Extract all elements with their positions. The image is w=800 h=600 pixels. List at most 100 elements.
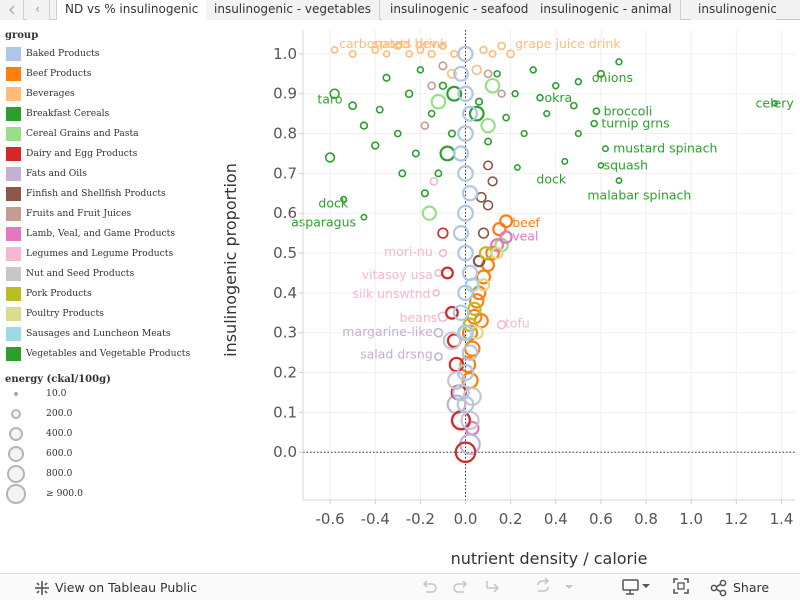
data-point[interactable] — [434, 268, 443, 278]
data-point[interactable] — [446, 85, 463, 102]
data-point[interactable] — [330, 46, 339, 54]
data-point[interactable] — [497, 89, 506, 98]
data-point[interactable] — [439, 145, 456, 162]
data-point[interactable] — [492, 221, 507, 237]
data-point[interactable] — [427, 81, 437, 91]
revert-button[interactable] — [482, 576, 504, 600]
data-point[interactable] — [536, 93, 544, 102]
data-point[interactable] — [477, 227, 490, 239]
data-point[interactable] — [511, 90, 519, 98]
data-point[interactable] — [615, 177, 623, 184]
data-point[interactable] — [543, 110, 551, 118]
data-point[interactable] — [420, 189, 429, 198]
data-point[interactable] — [434, 352, 443, 361]
data-point[interactable] — [569, 101, 578, 110]
redo-button[interactable] — [450, 576, 472, 600]
data-point[interactable] — [432, 289, 440, 297]
data-point[interactable] — [490, 238, 505, 253]
data-point[interactable] — [454, 441, 477, 464]
tab-4[interactable]: insulinogenic - dairy — [690, 0, 776, 20]
data-point[interactable] — [457, 165, 474, 182]
data-point[interactable] — [487, 176, 498, 187]
data-point[interactable] — [348, 49, 357, 58]
tab-2[interactable]: insulinogenic - seafood — [382, 0, 538, 20]
data-point[interactable] — [453, 65, 469, 82]
data-point[interactable] — [493, 70, 501, 78]
data-point[interactable] — [405, 50, 413, 58]
data-point[interactable] — [561, 157, 569, 165]
data-point[interactable] — [457, 324, 474, 342]
data-point[interactable] — [382, 73, 391, 82]
legend-item[interactable]: Vegetables and Vegetable Products — [5, 345, 195, 361]
data-point[interactable] — [447, 129, 457, 138]
legend-item[interactable]: Legumes and Legume Products — [5, 245, 195, 261]
data-point[interactable] — [457, 45, 474, 62]
data-point[interactable] — [457, 204, 474, 222]
data-point[interactable] — [348, 101, 358, 111]
tab-scroll-prev-button[interactable]: ‹ — [26, 0, 50, 20]
legend-item[interactable]: Baked Products — [5, 45, 195, 61]
data-point[interactable] — [506, 49, 516, 59]
data-point[interactable] — [427, 49, 436, 59]
data-point[interactable] — [438, 248, 448, 258]
data-point[interactable] — [459, 356, 477, 374]
legend-item[interactable]: Nut and Seed Products — [5, 265, 195, 281]
data-point[interactable] — [479, 45, 488, 55]
data-point[interactable] — [398, 169, 407, 178]
data-point[interactable] — [529, 66, 537, 74]
data-point[interactable] — [592, 107, 601, 116]
data-point[interactable] — [371, 45, 380, 54]
data-point[interactable] — [771, 99, 779, 107]
fullscreen-button[interactable] — [670, 576, 692, 600]
data-point[interactable] — [438, 81, 448, 90]
data-point[interactable] — [452, 383, 470, 402]
data-point[interactable] — [457, 284, 474, 302]
legend-item[interactable]: Fats and Oils — [5, 165, 195, 181]
data-point[interactable] — [411, 149, 420, 158]
data-point[interactable] — [421, 205, 438, 221]
data-point[interactable] — [433, 327, 444, 338]
tab-3[interactable]: insulinogenic - animal — [532, 0, 681, 20]
data-point[interactable] — [552, 82, 560, 90]
refresh-dropdown[interactable] — [562, 576, 576, 600]
data-point[interactable] — [497, 41, 506, 51]
undo-button[interactable] — [418, 576, 440, 600]
data-point[interactable] — [457, 125, 474, 142]
data-point[interactable] — [404, 89, 414, 99]
data-point[interactable] — [480, 117, 496, 134]
data-point[interactable] — [484, 77, 501, 94]
data-point[interactable] — [471, 64, 483, 76]
data-point[interactable] — [461, 344, 479, 361]
data-point[interactable] — [452, 225, 470, 242]
data-point[interactable] — [434, 169, 443, 178]
data-point[interactable] — [484, 137, 493, 146]
download-button[interactable] — [620, 576, 652, 600]
legend-item[interactable]: Poultry Products — [5, 305, 195, 321]
data-point[interactable] — [442, 331, 462, 350]
data-point[interactable] — [438, 41, 447, 50]
data-point[interactable] — [597, 162, 605, 169]
data-point[interactable] — [615, 58, 623, 66]
data-point[interactable] — [340, 195, 348, 203]
data-point[interactable] — [483, 160, 494, 171]
data-point[interactable] — [427, 109, 436, 118]
data-point[interactable] — [456, 363, 475, 382]
data-point[interactable] — [513, 163, 521, 171]
data-point[interactable] — [446, 68, 457, 79]
refresh-button[interactable] — [532, 576, 554, 600]
data-point[interactable] — [490, 246, 504, 260]
data-point[interactable] — [457, 85, 474, 102]
data-point[interactable] — [437, 227, 449, 239]
data-point[interactable] — [496, 320, 507, 330]
legend-item[interactable]: Lamb, Veal, and Game Products — [5, 225, 195, 241]
data-point[interactable] — [416, 66, 425, 74]
data-point[interactable] — [359, 121, 369, 130]
data-point[interactable] — [502, 113, 510, 122]
data-point[interactable] — [474, 97, 484, 106]
data-point[interactable] — [452, 304, 470, 322]
legend-item[interactable]: Dairy and Egg Products — [5, 145, 195, 161]
legend-item[interactable]: Sausages and Luncheon Meats — [5, 325, 195, 341]
data-point[interactable] — [393, 41, 402, 51]
data-point[interactable] — [596, 69, 605, 78]
